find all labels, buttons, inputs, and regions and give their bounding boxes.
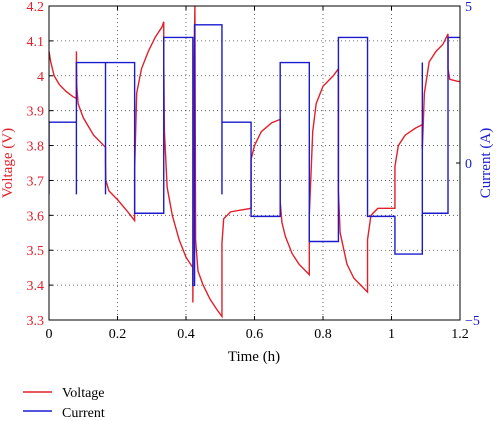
y-left-tick-label: 4 [37, 70, 44, 85]
y-axis-left-label: Voltage (V) [0, 128, 16, 198]
y-axis-right-label: Current (A) [478, 128, 494, 198]
y-left-tick-label: 3.9 [27, 105, 45, 120]
x-axis-label: Time (h) [228, 349, 280, 365]
x-tick-label: 0.2 [109, 327, 127, 342]
y-left-tick-label: 4.1 [27, 35, 45, 50]
y-right-tick-label: 5 [465, 0, 472, 15]
tick-labels: 0 0.2 0.4 0.6 0.8 1 1.2 3.3 3.4 3.5 3.6 3.7 3.8 3.9 4 4… [27, 0, 480, 342]
y-left-tick-label: 3.8 [27, 140, 45, 155]
x-tick-label: 1 [388, 327, 395, 342]
y-left-tick-label: 3.4 [27, 279, 45, 294]
x-tick-label: 0 [46, 327, 53, 342]
y-right-tick-label: −5 [465, 314, 480, 329]
grid-lines [49, 6, 460, 320]
series-layer [49, 6, 460, 319]
legend: Voltage Current [23, 386, 105, 421]
series-line-current [49, 24, 460, 287]
x-tick-label: 0.6 [246, 327, 264, 342]
y-left-tick-label: 3.6 [27, 209, 45, 224]
x-tick-label: 1.2 [451, 327, 469, 342]
y-left-tick-label: 3.5 [27, 244, 45, 259]
series-line-voltage [49, 6, 460, 319]
y-left-tick-label: 3.3 [27, 314, 45, 329]
x-tick-label: 0.8 [314, 327, 332, 342]
tick-marks [48, 5, 461, 321]
y-left-tick-label: 3.7 [27, 174, 45, 189]
y-left-tick-label: 4.2 [27, 0, 45, 15]
legend-label-current: Current [62, 406, 105, 421]
y-right-tick-label: 0 [465, 157, 472, 172]
x-tick-label: 0.4 [177, 327, 195, 342]
legend-label-voltage: Voltage [62, 386, 105, 401]
